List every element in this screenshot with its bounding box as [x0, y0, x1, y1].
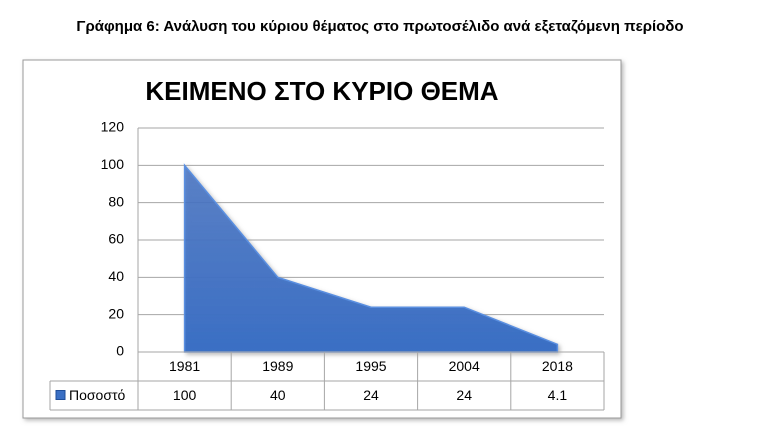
x-tick-label: 2018	[542, 358, 573, 374]
table-value: 40	[270, 387, 286, 403]
y-tick-label: 120	[101, 119, 125, 135]
table-value: 24	[456, 387, 472, 403]
x-tick-label: 1995	[355, 358, 386, 374]
x-tick-label: 1989	[262, 358, 293, 374]
table-value: 100	[173, 387, 197, 403]
y-tick-label: 100	[101, 156, 125, 172]
y-tick-label: 80	[108, 193, 124, 209]
x-tick-label: 2004	[449, 358, 480, 374]
legend-label: Ποσοστό	[69, 387, 125, 403]
y-tick-label: 40	[108, 268, 124, 284]
y-tick-label: 0	[116, 343, 124, 359]
x-tick-label: 1981	[169, 358, 200, 374]
y-tick-label: 60	[108, 231, 124, 247]
area	[183, 163, 559, 353]
table-value: 24	[363, 387, 379, 403]
chart-frame	[22, 59, 622, 419]
y-tick-label: 20	[108, 305, 124, 321]
chart-title: ΚΕΙΜΕΝΟ ΣΤΟ ΚΥΡΙΟ ΘΕΜΑ	[145, 76, 498, 106]
table-value: 4.1	[548, 387, 568, 403]
caption: Γράφημα 6: Ανάλυση του κύριου θέματος στ…	[76, 18, 683, 35]
legend-key	[55, 390, 66, 400]
